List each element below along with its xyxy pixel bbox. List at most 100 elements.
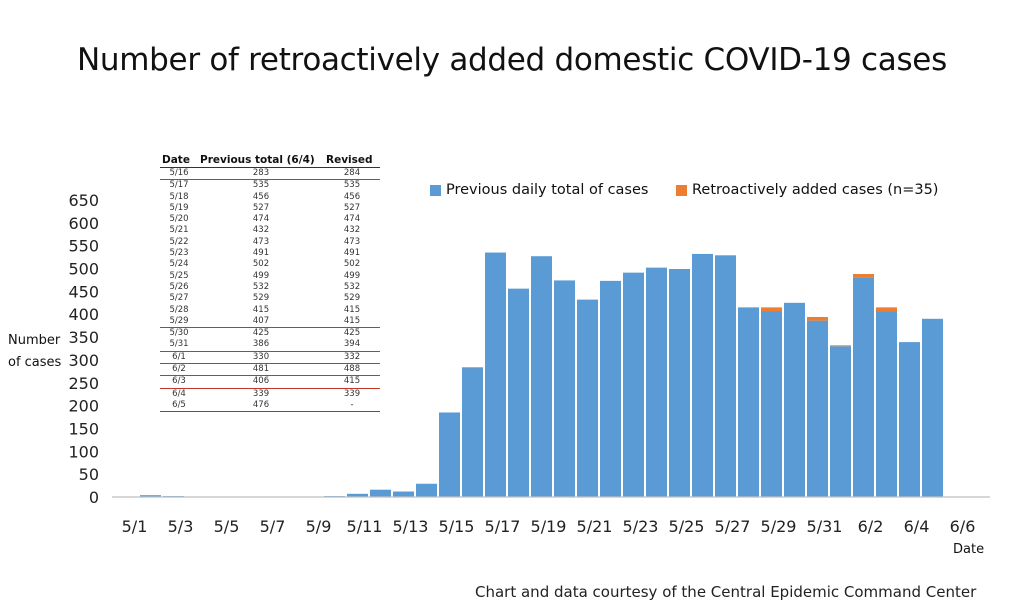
x-tick-label: 5/27 [715,517,751,536]
bar-previous-5-19 [531,256,552,497]
legend-swatch-previous [430,184,441,196]
inset-cell-date: 5/23 [169,248,189,259]
inset-cell-date: 5/26 [169,281,189,292]
inset-cell-date: 5/30 [169,328,189,339]
inset-cell-date: 5/18 [169,191,189,202]
inset-table-row: 6/3 406 415 [160,375,380,389]
inset-cell-date: 5/20 [169,214,189,225]
x-tick-label: 5/31 [807,517,843,536]
inset-cell-date: 6/3 [160,375,198,389]
inset-table-row: 5/20 474 474 [160,214,380,225]
bar-retroactive-5-31 [807,316,828,321]
legend-label-previous: Previous daily total of cases [446,182,649,198]
inset-cell-previous: 415 [252,304,270,315]
legend-swatch-retroactive [676,184,687,196]
inset-cell-date: 5/25 [169,270,189,281]
y-tick-label: 150 [68,419,99,438]
x-tick-label: 6/4 [904,517,930,536]
bar-previous-5-22 [600,280,621,497]
inset-table-row: 5/22 473 473 [160,237,380,248]
inset-cell-revised: 456 [343,191,361,202]
inset-table-row: 5/31 386 394 [160,339,380,352]
x-tick-label: 5/29 [761,517,797,536]
inset-cell-previous: 339 [252,388,270,399]
inset-cell-date: 5/16 [160,167,198,181]
inset-cell-date: 5/24 [169,259,189,270]
bar-previous-5-28 [738,307,759,497]
inset-table-row: 5/16 283 284 [160,167,380,181]
bar-previous-5-2 [140,495,161,497]
inset-cell-revised: 529 [343,293,361,304]
source-credit: Chart and data courtesy of the Central E… [475,583,977,601]
x-tick-label: 5/15 [439,517,475,536]
inset-header-date: Date [160,154,198,168]
inset-cell-revised: 532 [343,281,361,292]
inset-cell-previous: 406 [198,375,324,389]
x-tick-label: 5/25 [669,517,705,536]
inset-cell-date: 6/5 [172,399,186,410]
inset-cell-previous: 481 [198,363,324,377]
inset-cell-previous: 432 [252,225,270,236]
y-tick-label: 300 [68,351,99,370]
inset-cell-date: 5/31 [160,339,198,352]
bar-previous-5-16 [462,367,483,497]
inset-table-body: 5/16 283 284 5/17 535 535 5/18 456 456 5/19 527 527… [160,167,380,412]
inset-cell-revised: 535 [343,180,361,191]
inset-table-row: 5/30 425 425 [160,328,380,340]
y-tick-label: 450 [68,282,99,301]
inset-cell-date: 5/29 [160,315,198,329]
inset-cell-previous: 532 [252,281,270,292]
inset-cell-revised: 502 [343,259,361,270]
inset-cell-previous: 456 [252,191,270,202]
y-tick-label: 50 [79,465,99,484]
x-tick-label: 6/2 [858,517,884,536]
inset-cell-revised: 394 [324,339,380,352]
inset-cell-date: 5/17 [169,180,189,191]
legend-item-previous: Previous daily total of cases [430,182,648,198]
inset-cell-previous: 474 [252,214,270,225]
inset-cell-date: 6/1 [160,351,198,365]
inset-cell-previous: 283 [198,167,324,181]
y-tick-label: 100 [68,442,99,461]
inset-cell-date: 5/19 [169,202,189,213]
bar-previous-5-29 [761,311,782,497]
x-tick-label: 5/21 [577,517,613,536]
inset-cell-date: 6/2 [160,363,198,377]
inset-cell-revised: 284 [324,167,380,181]
inset-cell-previous: 535 [252,180,270,191]
x-tick-label: 5/19 [531,517,567,536]
inset-cell-revised: 499 [343,270,361,281]
y-tick-label: 550 [68,237,99,256]
inset-table-row: 6/4 339 339 [160,388,380,400]
y-tick-label: 350 [68,328,99,347]
inset-cell-previous: 407 [198,315,324,329]
chart-title: Number of retroactively added domestic C… [77,42,947,78]
bars [140,252,943,497]
x-tick-label: 6/6 [950,517,976,536]
inset-cell-revised: 474 [343,214,361,225]
bar-previous-5-21 [577,299,598,497]
y-tick-label: 500 [68,260,99,279]
inset-table-row: 5/19 527 527 [160,203,380,214]
inset-cell-date: 5/22 [169,236,189,247]
bar-retroactive-6-2 [853,274,874,278]
bar-previous-6-4 [899,342,920,497]
inset-table-row: 5/26 532 532 [160,282,380,293]
bar-previous-5-13 [393,491,414,497]
bar-previous-5-26 [692,253,713,497]
bar-previous-5-24 [646,267,667,497]
y-tick-label: 400 [68,305,99,324]
bar-previous-5-20 [554,280,575,497]
inset-cell-revised: 491 [343,248,361,259]
bar-previous-5-14 [416,483,437,497]
legend-label-retroactive: Retroactively added cases (n=35) [692,182,939,198]
inset-table-row: 6/2 481 488 [160,363,380,377]
inset-cell-date: 5/27 [169,293,189,304]
inset-table-row: 5/17 535 535 [160,180,380,192]
inset-cell-revised: 415 [343,304,361,315]
bar-previous-5-23 [623,272,644,497]
bar-retroactive-5-16 [462,367,483,369]
x-tick-label: 5/13 [393,517,429,536]
bar-previous-6-2 [853,277,874,497]
